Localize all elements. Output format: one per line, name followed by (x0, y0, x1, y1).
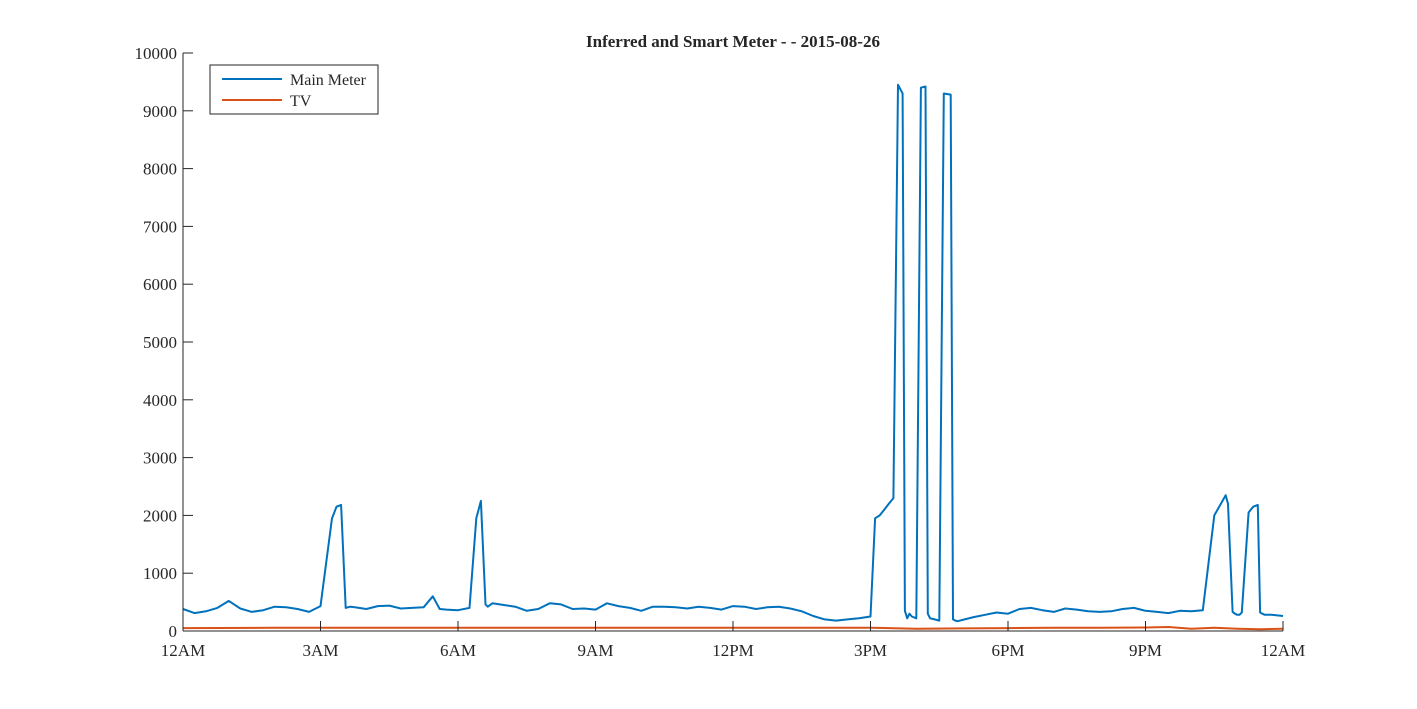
x-tick-label: 12AM (1261, 641, 1305, 660)
series-layer (182, 83, 1284, 631)
x-tick-label: 3AM (303, 641, 339, 660)
y-tick-label: 10000 (135, 44, 178, 63)
legend-label-tv: TV (290, 93, 312, 110)
x-tick-label: 9AM (578, 641, 614, 660)
y-tick-label: 5000 (143, 333, 177, 352)
legend-label-main-meter: Main Meter (290, 72, 367, 89)
x-tick-label: 6AM (440, 641, 476, 660)
y-tick-label: 3000 (143, 449, 177, 468)
plot-area (183, 53, 1283, 631)
x-tick-label: 12PM (712, 641, 754, 660)
x-tick-label: 9PM (1129, 641, 1162, 660)
y-tick-label: 9000 (143, 102, 177, 121)
y-tick-label: 2000 (143, 506, 177, 525)
y-tick-label: 8000 (143, 160, 177, 179)
y-tick-label: 7000 (143, 217, 177, 236)
legend-box (209, 64, 379, 115)
x-tick-label: 3PM (854, 641, 887, 660)
chart-title: Inferred and Smart Meter - - 2015-08-26 (586, 32, 880, 51)
axes-layer: 0 1000 2000 3000 4000 5000 6000 7000 8000 9000 100… (135, 44, 1306, 660)
y-tick-label: 6000 (143, 275, 177, 294)
y-tick-label: 4000 (143, 391, 177, 410)
series-line-tv (182, 626, 1284, 631)
x-tick-label: 12AM (161, 641, 205, 660)
y-tick-label: 1000 (143, 564, 177, 583)
y-tick-label: 0 (169, 622, 178, 641)
series-line-main-meter (182, 83, 1284, 623)
x-tick-label: 6PM (991, 641, 1024, 660)
legend: Main Meter TV (209, 64, 379, 115)
